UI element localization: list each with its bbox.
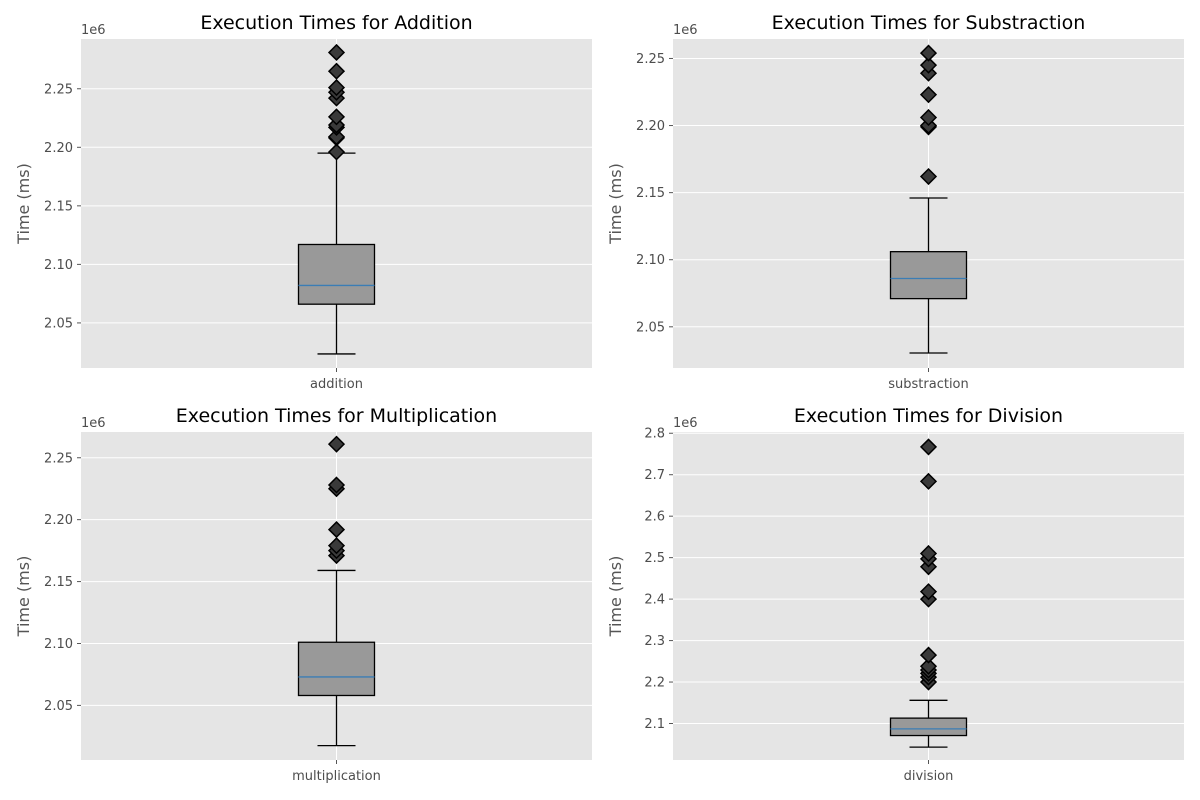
x-tick-label: multiplication (292, 769, 381, 784)
y-tick-label: 2.1 (644, 717, 665, 732)
subplot-addition: 2.05 2.10 2.15 2.20 2.25 addition Execution Ti… (14, 12, 592, 392)
outlier-point (327, 537, 346, 555)
y-tick-label: 2.15 (636, 186, 665, 201)
y-tick-label: 2.10 (636, 253, 665, 268)
axis-offset-label: 1e6 (81, 416, 106, 431)
outlier-point (919, 472, 938, 490)
y-axis-label: Time (ms) (606, 556, 625, 638)
axis-offset-label: 1e6 (673, 23, 698, 38)
outlier-point (919, 108, 938, 127)
outlier-point (919, 657, 938, 675)
y-tick-label: 2.05 (636, 320, 665, 335)
y-tick-label: 2.6 (644, 510, 665, 525)
x-tick-label: division (904, 769, 954, 784)
y-tick-label: 2.05 (44, 316, 73, 331)
iqr-box (297, 641, 376, 697)
iqr-box (297, 243, 376, 305)
y-tick-label: 2.5 (644, 551, 665, 566)
y-tick-label: 2.8 (644, 427, 665, 442)
y-tick-label: 2.10 (44, 637, 73, 652)
y-axis-label: Time (ms) (606, 163, 625, 245)
y-tick-label: 2.2 (644, 676, 665, 691)
outlier-point (919, 646, 938, 664)
outlier-point (327, 108, 346, 126)
y-tick-label: 2.25 (44, 451, 73, 466)
y-tick-label: 2.05 (44, 699, 73, 714)
iqr-box (889, 251, 968, 300)
outlier-point (919, 583, 938, 601)
y-tick-label: 2.15 (44, 575, 73, 590)
subplot-substraction: 2.05 2.10 2.15 2.20 2.25 substraction Executio… (606, 12, 1184, 392)
outlier-point (327, 62, 346, 80)
y-tick-label: 2.15 (44, 199, 73, 214)
y-axis-label: Time (ms) (14, 556, 33, 638)
chart-title: Execution Times for Division (794, 405, 1063, 427)
y-tick-label: 2.25 (636, 52, 665, 67)
axis-offset-label: 1e6 (81, 23, 106, 38)
outlier-point (327, 79, 346, 97)
y-tick-label: 2.3 (644, 634, 665, 649)
outlier-point (919, 167, 938, 186)
outlier-point (327, 435, 346, 453)
y-tick-label: 2.7 (644, 468, 665, 483)
outlier-point (919, 56, 938, 74)
outlier-point (327, 143, 346, 161)
subplot-division: 2.1 2.2 2.3 2.4 2.5 2.6 2.7 2.8 division Executio… (606, 405, 1184, 784)
y-tick-label: 2.20 (44, 513, 73, 528)
chart-title: Execution Times for Addition (200, 12, 472, 34)
x-tick-label: substraction (888, 377, 969, 392)
outlier-point (919, 544, 938, 563)
y-tick-label: 2.20 (636, 119, 665, 134)
chart-title: Execution Times for Multiplication (176, 405, 497, 427)
outlier-point (919, 438, 938, 456)
outlier-point (327, 43, 346, 62)
iqr-box (889, 717, 968, 737)
outlier-point (919, 44, 938, 62)
x-tick-label: addition (310, 377, 363, 392)
y-axis-label: Time (ms) (14, 163, 33, 245)
chart-title: Execution Times for Substraction (772, 12, 1086, 34)
y-tick-label: 2.10 (44, 258, 73, 273)
axis-offset-label: 1e6 (673, 416, 698, 431)
y-tick-label: 2.4 (644, 593, 665, 608)
outlier-point (327, 476, 346, 494)
outlier-point (327, 521, 346, 539)
outlier-point (327, 128, 346, 146)
y-tick-label: 2.25 (44, 82, 73, 97)
outlier-point (919, 86, 938, 104)
subplot-multiplication: 2.05 2.10 2.15 2.20 2.25 multiplication Execut… (14, 405, 592, 784)
y-tick-label: 2.20 (44, 141, 73, 156)
